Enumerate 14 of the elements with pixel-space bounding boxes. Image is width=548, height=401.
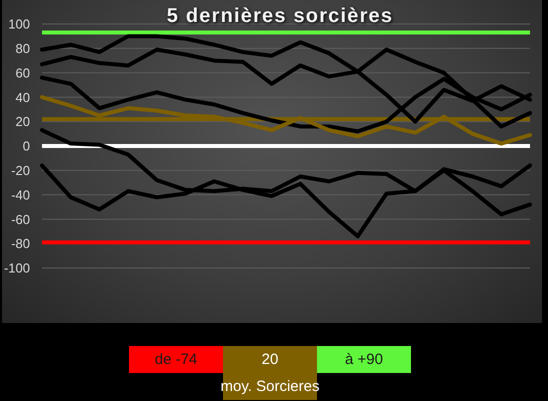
y-tick-label: 0 — [22, 138, 30, 154]
y-tick-label: 60 — [16, 65, 30, 80]
y-tick-label: 20 — [16, 114, 30, 130]
y-tick-label: -60 — [11, 212, 30, 227]
y-tick-label: -40 — [11, 187, 30, 202]
chart-title: 5 dernières sorcières — [166, 5, 394, 28]
text: de -74 — [154, 351, 198, 368]
text: à +90 — [345, 351, 383, 368]
y-tick-label: 40 — [16, 90, 30, 105]
y-tick-label: -80 — [11, 236, 30, 252]
y-tick-label: -20 — [11, 163, 30, 178]
y-tick-label: -100 — [4, 260, 30, 276]
y-tick-label: 80 — [16, 41, 30, 56]
y-tick-label: 100 — [8, 16, 30, 32]
